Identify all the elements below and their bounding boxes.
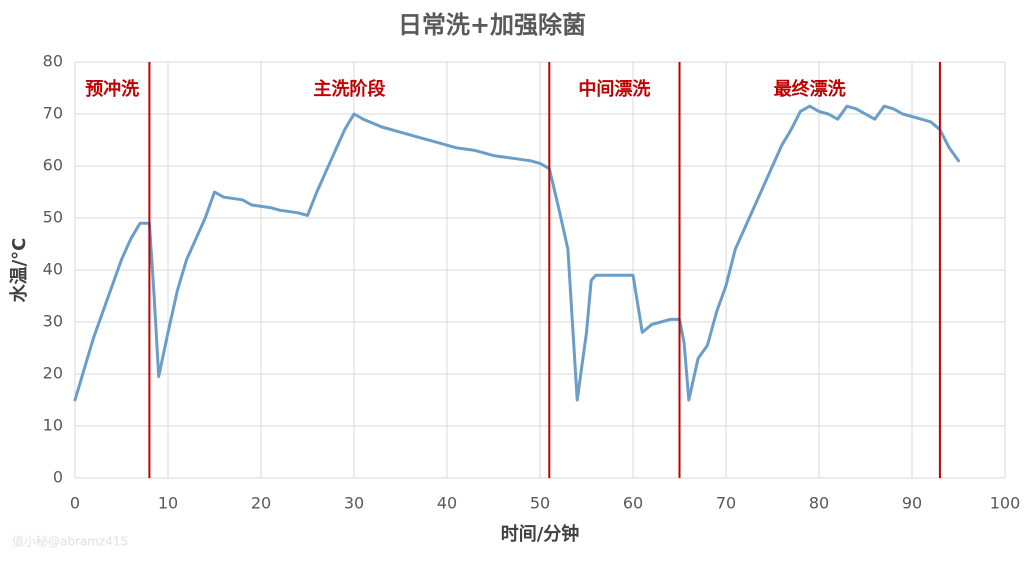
- y-tick-label: 80: [43, 52, 63, 71]
- x-tick-label: 80: [809, 494, 829, 513]
- y-tick-label: 60: [43, 156, 63, 175]
- chart-title: 日常洗+加强除菌: [398, 11, 586, 39]
- x-tick-label: 10: [158, 494, 178, 513]
- y-tick-label: 10: [43, 416, 63, 435]
- x-tick-label: 60: [623, 494, 643, 513]
- x-tick-label: 70: [716, 494, 736, 513]
- x-tick-label: 30: [344, 494, 364, 513]
- phase-label: 主洗阶段: [313, 78, 386, 100]
- y-tick-label: 20: [43, 364, 63, 383]
- temperature-line: [73, 104, 960, 402]
- y-tick-label: 40: [43, 260, 63, 279]
- y-axis-title: 水温/°C: [8, 238, 30, 303]
- x-tick-label: 90: [902, 494, 922, 513]
- phase-label: 预冲洗: [85, 78, 139, 100]
- y-tick-label: 0: [53, 468, 63, 487]
- x-tick-label: 0: [70, 494, 80, 513]
- phase-label: 最终漂洗: [774, 78, 846, 100]
- watermark: 值小秘@abramz415: [12, 534, 128, 549]
- x-tick-label: 20: [251, 494, 271, 513]
- phase-label: 中间漂洗: [578, 78, 650, 100]
- y-tick-label: 50: [43, 208, 63, 227]
- y-tick-label: 70: [43, 104, 63, 123]
- x-tick-label: 50: [530, 494, 550, 513]
- x-tick-label: 100: [990, 494, 1021, 513]
- x-axis-title: 时间/分钟: [501, 523, 580, 545]
- x-tick-label: 40: [437, 494, 457, 513]
- y-tick-label: 30: [43, 312, 63, 331]
